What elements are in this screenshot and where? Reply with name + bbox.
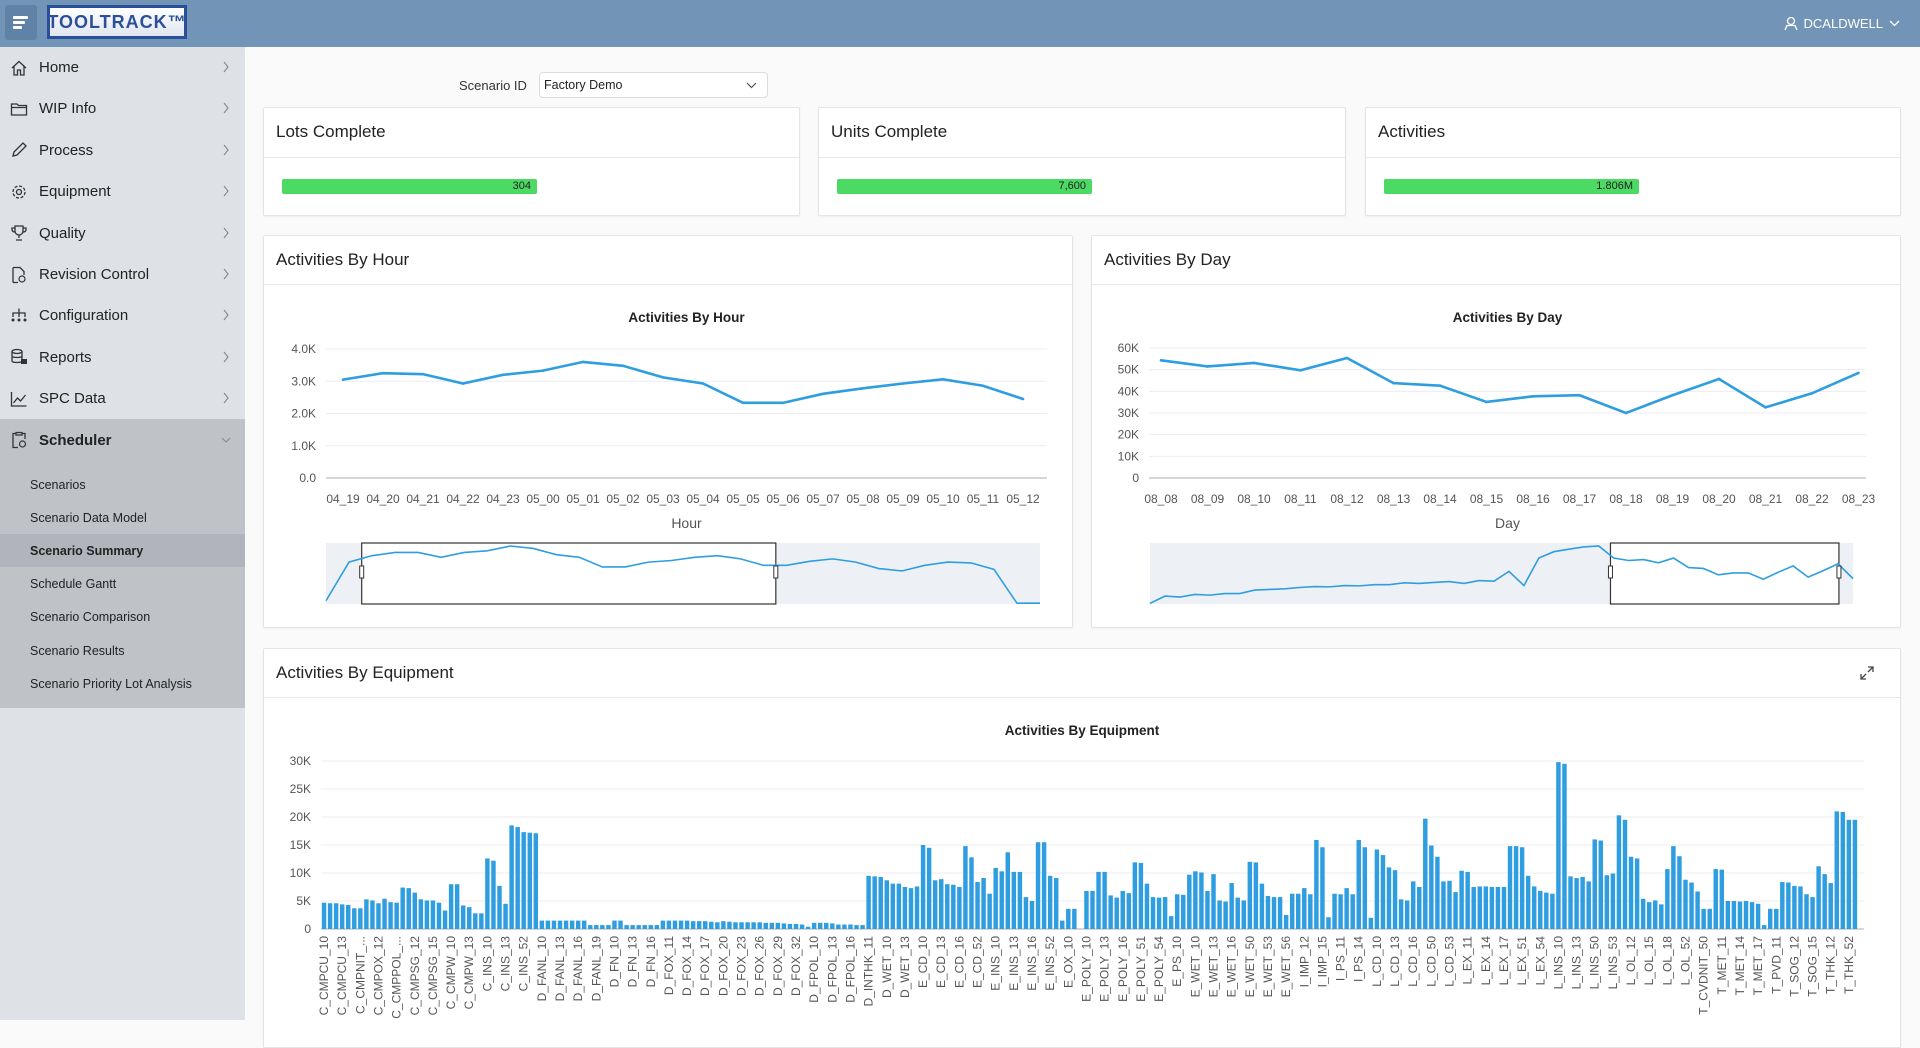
sidebar-subitem-scenarios[interactable]: Scenarios bbox=[30, 477, 86, 492]
chevron-right-icon bbox=[223, 227, 229, 238]
sidebar-item-quality[interactable]: Quality bbox=[0, 213, 245, 254]
chevron-right-icon bbox=[223, 61, 229, 73]
document-clock-icon bbox=[9, 265, 29, 285]
chevron-right-icon bbox=[223, 144, 229, 156]
card-title: Activities By Hour bbox=[276, 250, 410, 269]
sidebar-subitem-scenario-data-model[interactable]: Scenario Data Model bbox=[30, 510, 147, 525]
kpi-title: Lots Complete bbox=[276, 122, 386, 141]
chevron-right-icon bbox=[223, 103, 229, 114]
sidebar-subitem-scenario-summary[interactable]: Scenario Summary bbox=[0, 534, 245, 568]
hierarchy-icon bbox=[9, 306, 29, 326]
sidebar-item-label: Quality bbox=[39, 224, 86, 242]
user-name: DCALDWELL bbox=[1803, 16, 1883, 31]
expand-icon[interactable] bbox=[1859, 665, 1875, 681]
report-icon bbox=[9, 347, 29, 367]
top-header: TOOLTRACK™ DCALDWELL bbox=[0, 0, 1920, 47]
line-chart-icon bbox=[9, 389, 29, 409]
tooltrack-logo[interactable]: TOOLTRACK™ bbox=[47, 5, 187, 39]
pencil-icon bbox=[9, 140, 29, 160]
kpi-value: 7,600 bbox=[1058, 180, 1086, 192]
user-menu[interactable]: DCALDWELL bbox=[1783, 0, 1900, 47]
sidebar-item-wip-info[interactable]: WIP Info bbox=[0, 88, 245, 129]
gear-icon bbox=[9, 182, 29, 202]
folder-icon bbox=[9, 99, 29, 119]
chevron-right-icon bbox=[223, 185, 229, 197]
menu-toggle-button[interactable] bbox=[5, 5, 37, 40]
card-title: Activities By Day bbox=[1104, 250, 1231, 269]
sidebar-item-label: Home bbox=[39, 59, 80, 76]
kpi-bar: 1.806M bbox=[1384, 179, 1639, 194]
sidebar-item-label: Process bbox=[39, 141, 94, 159]
sidebar-item-label: Equipment bbox=[39, 183, 111, 201]
sidebar-subitem-scenario-priority-lot-analysis[interactable]: Scenario Priority Lot Analysis bbox=[30, 676, 192, 691]
kpi-bar-fill bbox=[837, 179, 1092, 194]
trophy-icon bbox=[9, 223, 29, 243]
sidebar-item-label: Configuration bbox=[39, 307, 129, 325]
clipboard-clock-icon bbox=[9, 430, 29, 450]
sidebar-item-revision-control[interactable]: Revision Control bbox=[0, 254, 245, 295]
activities-by-hour-card: Activities By Hour bbox=[263, 235, 1073, 628]
sidebar-item-label: SPC Data bbox=[39, 390, 106, 408]
card-title: Activities By Equipment bbox=[276, 663, 454, 682]
chevron-down-icon bbox=[221, 437, 231, 443]
kpi-title: Units Complete bbox=[831, 122, 948, 141]
chevron-down-icon bbox=[1889, 20, 1900, 27]
kpi-bar: 304 bbox=[282, 179, 537, 194]
scenario-id-select[interactable]: Factory Demo bbox=[539, 72, 768, 98]
sidebar-item-scheduler[interactable]: Scheduler bbox=[0, 420, 245, 461]
sidebar-item-home[interactable]: Home bbox=[0, 47, 245, 88]
home-icon bbox=[9, 58, 29, 78]
logo-text: TOOLTRACK™ bbox=[47, 11, 187, 32]
kpi-bar-fill bbox=[282, 179, 537, 194]
chevron-right-icon bbox=[223, 310, 229, 321]
kpi-bar-fill bbox=[1384, 179, 1639, 194]
scenario-id-label: Scenario ID bbox=[459, 78, 527, 93]
activities-by-equipment-card: Activities By Equipment bbox=[263, 648, 1901, 1048]
sidebar-subitem-scenario-results[interactable]: Scenario Results bbox=[30, 643, 125, 658]
sidebar-item-configuration[interactable]: Configuration bbox=[0, 295, 245, 336]
kpi-card-activities: Activities 1.806M bbox=[1365, 107, 1901, 216]
sidebar-subitem-schedule-gantt[interactable]: Schedule Gantt bbox=[30, 577, 117, 592]
sidebar-item-process[interactable]: Process bbox=[0, 130, 245, 171]
scenario-id-value: Factory Demo bbox=[544, 78, 623, 92]
kpi-value: 1.806M bbox=[1596, 180, 1633, 192]
chevron-right-icon bbox=[223, 351, 229, 363]
sidebar-item-label: Reports bbox=[39, 348, 92, 366]
chevron-down-icon bbox=[746, 82, 757, 89]
sidebar-item-equipment[interactable]: Equipment bbox=[0, 171, 245, 212]
activities-by-day-card: Activities By Day bbox=[1091, 235, 1901, 628]
sidebar-item-reports[interactable]: Reports bbox=[0, 337, 245, 378]
kpi-card-units-complete: Units Complete 7,600 bbox=[818, 107, 1346, 216]
sidebar-item-label: Revision Control bbox=[39, 266, 150, 283]
kpi-card-lots-complete: Lots Complete 304 bbox=[263, 107, 800, 216]
chevron-right-icon bbox=[223, 268, 229, 280]
user-icon bbox=[1783, 16, 1798, 31]
sidebar: Home WIP Info Process Equipment Quality Revis… bbox=[0, 47, 245, 1020]
kpi-bar: 7,600 bbox=[837, 179, 1092, 194]
sidebar-subitem-scenario-comparison[interactable]: Scenario Comparison bbox=[30, 610, 151, 625]
sidebar-item-label: Scheduler bbox=[39, 431, 112, 449]
chevron-right-icon bbox=[223, 392, 229, 404]
page-scrollbar[interactable] bbox=[1903, 47, 1920, 1020]
sidebar-item-spc-data[interactable]: SPC Data bbox=[0, 378, 245, 419]
kpi-title: Activities bbox=[1378, 122, 1446, 141]
kpi-value: 304 bbox=[512, 180, 531, 192]
sidebar-item-label: WIP Info bbox=[39, 100, 97, 118]
